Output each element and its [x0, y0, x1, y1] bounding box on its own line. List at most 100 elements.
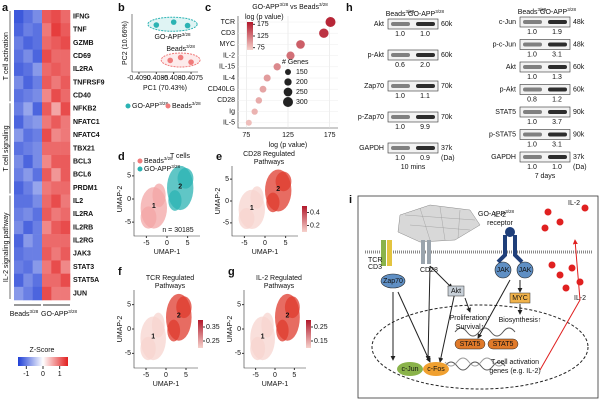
node [509, 292, 531, 304]
heatmap-cell [51, 62, 61, 77]
legend-marker [125, 103, 131, 109]
heatmap-cell [51, 273, 61, 288]
gene-label: BCL3 [73, 158, 91, 165]
quant-label: 1.0 [527, 119, 537, 126]
axis-label: UMAP-1 [154, 249, 181, 256]
tick-label: 75 [242, 132, 250, 139]
category-label: CD28 [217, 97, 235, 104]
node-label: MYC [512, 295, 528, 302]
legend-label: 250 [296, 89, 308, 96]
node-label: CD3 [368, 264, 382, 271]
tick-label: -5 [143, 372, 149, 379]
heatmap-cell [51, 141, 61, 156]
heatmap-cell [60, 141, 71, 156]
node-label: JAK [519, 267, 532, 274]
axis-label: UMAP-1 [262, 381, 289, 388]
tick-label: 0.4 [310, 209, 320, 216]
heatmap-cell [51, 207, 61, 222]
heatmap-cell [23, 286, 33, 301]
legend-label: GO-APP3/28 [132, 101, 168, 110]
heatmap-cell [23, 10, 33, 24]
node [494, 261, 512, 279]
heatmap-cell [32, 89, 43, 103]
dot [259, 85, 267, 93]
gene-label: IL2RG [73, 238, 94, 245]
heatmap-cell [23, 23, 33, 37]
axis-label: PC1 (70.43%) [143, 85, 187, 92]
quant-label: 1.0 [527, 29, 537, 36]
heatmap-cell [14, 23, 24, 37]
cell-cloud [261, 312, 274, 338]
legend-label: 200 [296, 79, 308, 86]
panel-letter: b [118, 2, 125, 14]
kda-label: 60k [573, 64, 585, 71]
kda-label: 60k [441, 52, 453, 59]
panel-title: Pathways [254, 159, 285, 166]
blot-frame [387, 111, 439, 123]
node-label: STAT5 [460, 341, 481, 348]
heatmap-cell [23, 220, 33, 235]
band [391, 84, 410, 88]
heatmap-cell [51, 181, 61, 195]
size-key [284, 78, 292, 86]
heatmap-cell [60, 155, 71, 169]
kda-label: 90k [573, 109, 585, 116]
cell-cloud [167, 319, 181, 342]
text-part: GO-APP [540, 9, 568, 16]
tick-label: -5 [143, 240, 149, 247]
band [523, 110, 542, 114]
superscript: 3/28 [505, 209, 514, 214]
heatmap-cell [32, 115, 43, 129]
gene-label: IL2RB [73, 224, 93, 231]
panel-title: T cells [170, 153, 191, 160]
heatmap-cell [23, 194, 33, 209]
node-label: receptor [487, 220, 513, 227]
gene-label: NFATC1 [73, 119, 100, 126]
category-label: Ig [229, 108, 235, 115]
heatmap-cell [23, 247, 33, 261]
heatmap-cell [60, 220, 71, 235]
heatmap-cell [32, 194, 43, 209]
heatmap-cell [32, 10, 43, 24]
band [548, 155, 567, 159]
heatmap-cell [14, 207, 24, 222]
tick-label: 175 [257, 21, 269, 28]
cell-cloud [275, 171, 292, 192]
legend-marker [137, 158, 143, 164]
tick-label: 0 [263, 240, 267, 247]
category-label: IL-15 [219, 64, 235, 71]
quant-label: 1.0 [395, 124, 405, 131]
heatmap-cell [42, 247, 52, 261]
heatmap-cell [60, 286, 71, 301]
kda-label: 60k [573, 86, 585, 93]
quant-label: 0.8 [527, 96, 537, 103]
kda-label: 70k [441, 114, 453, 121]
heatmap-cell [32, 220, 43, 235]
heatmap-cell [23, 115, 33, 129]
heatmap-cell [32, 260, 43, 274]
heatmap-cell [60, 234, 71, 248]
text-part: Beads [518, 9, 538, 16]
cell-cloud [284, 296, 300, 319]
axis [131, 14, 198, 73]
blot-frame [387, 18, 439, 30]
tick-label: 75 [257, 45, 265, 52]
tick-label: -5 [235, 350, 241, 357]
quant-label: 3.1 [552, 141, 562, 148]
text-part: Beads [166, 46, 186, 53]
blot-frame [387, 49, 439, 61]
blot-frame [519, 61, 571, 73]
panel-title: CD28 Regulated [243, 151, 295, 158]
heatmap-cell [23, 75, 33, 90]
heatmap-cell [14, 115, 24, 129]
panel-letter: i [349, 194, 352, 206]
gene-label: PRDM1 [73, 185, 98, 192]
tick-label: 5 [284, 240, 288, 247]
series-label: GO-APP3/28 [155, 32, 191, 41]
colorbar [198, 320, 203, 348]
node [447, 285, 465, 297]
heatmap-cell [60, 168, 71, 182]
tick-label: 0.25 [314, 324, 328, 331]
gene-label: JUN [73, 290, 87, 297]
blot-label: GAPDH [491, 154, 516, 161]
